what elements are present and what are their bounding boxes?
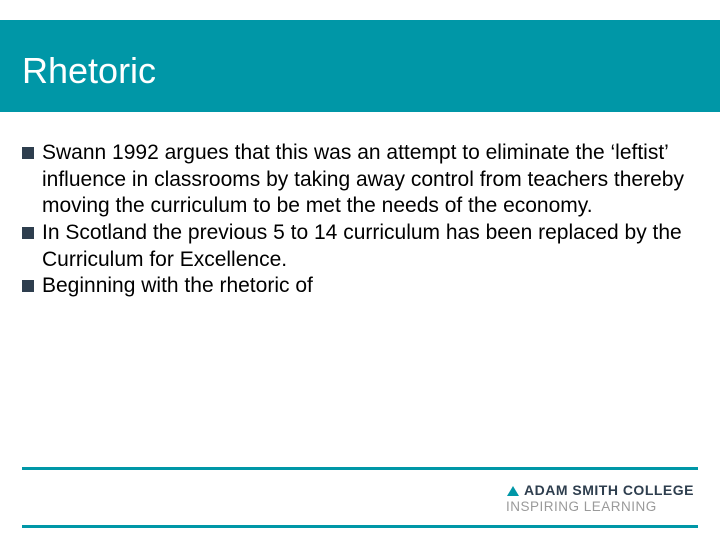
- square-bullet-icon: [22, 147, 34, 159]
- bullet-text: Beginning with the rhetoric of: [42, 273, 313, 300]
- logo-bottom-text: INSPIRING LEARNING: [506, 499, 694, 514]
- logo-row-top: ADAM SMITH COLLEGE: [506, 482, 694, 500]
- list-item: Swann 1992 argues that this was an attem…: [22, 140, 698, 220]
- list-item: Beginning with the rhetoric of: [22, 273, 698, 300]
- square-bullet-icon: [22, 280, 34, 292]
- logo-top-text: ADAM SMITH COLLEGE: [524, 482, 694, 498]
- list-item: In Scotland the previous 5 to 14 curricu…: [22, 220, 698, 273]
- content-area: Swann 1992 argues that this was an attem…: [22, 140, 698, 300]
- org-logo: ADAM SMITH COLLEGE INSPIRING LEARNING: [506, 482, 694, 514]
- title-bar: Rhetoric: [0, 20, 720, 112]
- slide: Rhetoric Swann 1992 argues that this was…: [0, 0, 720, 540]
- bullet-text: In Scotland the previous 5 to 14 curricu…: [42, 220, 698, 273]
- footer-divider-top: [22, 467, 698, 470]
- footer-divider-bottom: [22, 525, 698, 528]
- logo-mark-icon: [506, 484, 520, 498]
- square-bullet-icon: [22, 227, 34, 239]
- slide-title: Rhetoric: [22, 50, 156, 92]
- bullet-text: Swann 1992 argues that this was an attem…: [42, 140, 698, 220]
